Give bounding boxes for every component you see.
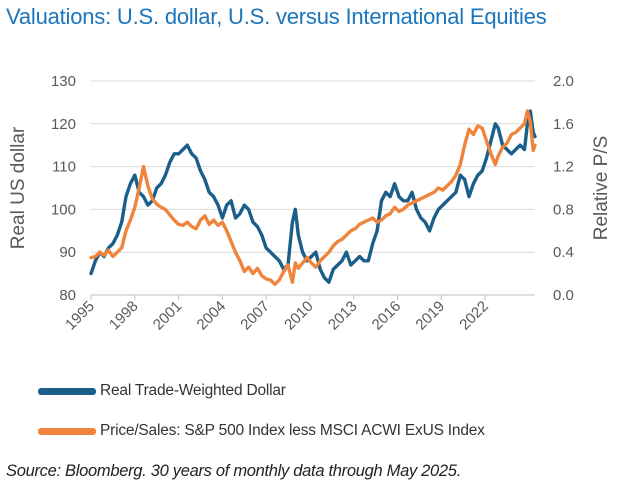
legend-item-dollar: Real Trade-Weighted Dollar [38, 382, 286, 400]
y-tick-label: 130 [51, 73, 76, 90]
x-tick-label: 1998 [106, 298, 142, 334]
legend-label-dollar: Real Trade-Weighted Dollar [100, 382, 286, 399]
series-line-real-dollar [89, 109, 537, 284]
x-axis: 1995 1998 2001 2004 2007 2010 2013 2016 2019 2022 [62, 294, 535, 334]
x-tick-label: 2007 [237, 298, 273, 334]
y-tick-label: 100 [51, 201, 76, 218]
y2-tick-label: 2.0 [553, 73, 574, 90]
y-axis-left: 80 90 100 110 120 130 [51, 73, 76, 304]
x-tick-label: 2010 [281, 298, 317, 334]
x-tick-label: 2001 [150, 298, 186, 334]
y-tick-label: 80 [59, 287, 76, 304]
series-line-price-sales [89, 109, 537, 286]
legend-label-ps: Price/Sales: S&P 500 Index less MSCI ACW… [100, 422, 485, 439]
x-tick-label: 2004 [194, 298, 230, 334]
y2-tick-label: 1.2 [553, 159, 574, 176]
y-tick-label: 120 [51, 116, 76, 133]
x-tick-label: 2019 [413, 298, 449, 334]
x-tick-label: 2016 [369, 298, 405, 334]
y2-tick-label: 1.6 [553, 116, 574, 133]
y-axis-right: 0.0 0.4 0.8 1.2 1.6 2.0 [553, 73, 574, 304]
y-axis-title: Real US dollar [8, 126, 29, 249]
y-tick-label: 90 [59, 244, 76, 261]
x-tick-label: 2013 [325, 298, 361, 334]
source-note: Source: Bloomberg. 30 years of monthly d… [6, 462, 461, 480]
series-lines [89, 109, 537, 286]
y2-tick-label: 0.8 [553, 201, 574, 218]
y2-tick-label: 0.4 [553, 244, 574, 261]
chart-title: Valuations: U.S. dollar, U.S. versus Int… [6, 4, 547, 29]
y-tick-label: 110 [52, 159, 76, 176]
legend-swatch-dollar [38, 387, 96, 395]
legend-item-ps: Price/Sales: S&P 500 Index less MSCI ACW… [38, 422, 485, 440]
y2-tick-label: 0.0 [553, 287, 574, 304]
y2-axis-title: Relative P/S [591, 136, 612, 241]
legend-swatch-ps [38, 427, 96, 435]
x-tick-label: 2022 [456, 298, 492, 334]
